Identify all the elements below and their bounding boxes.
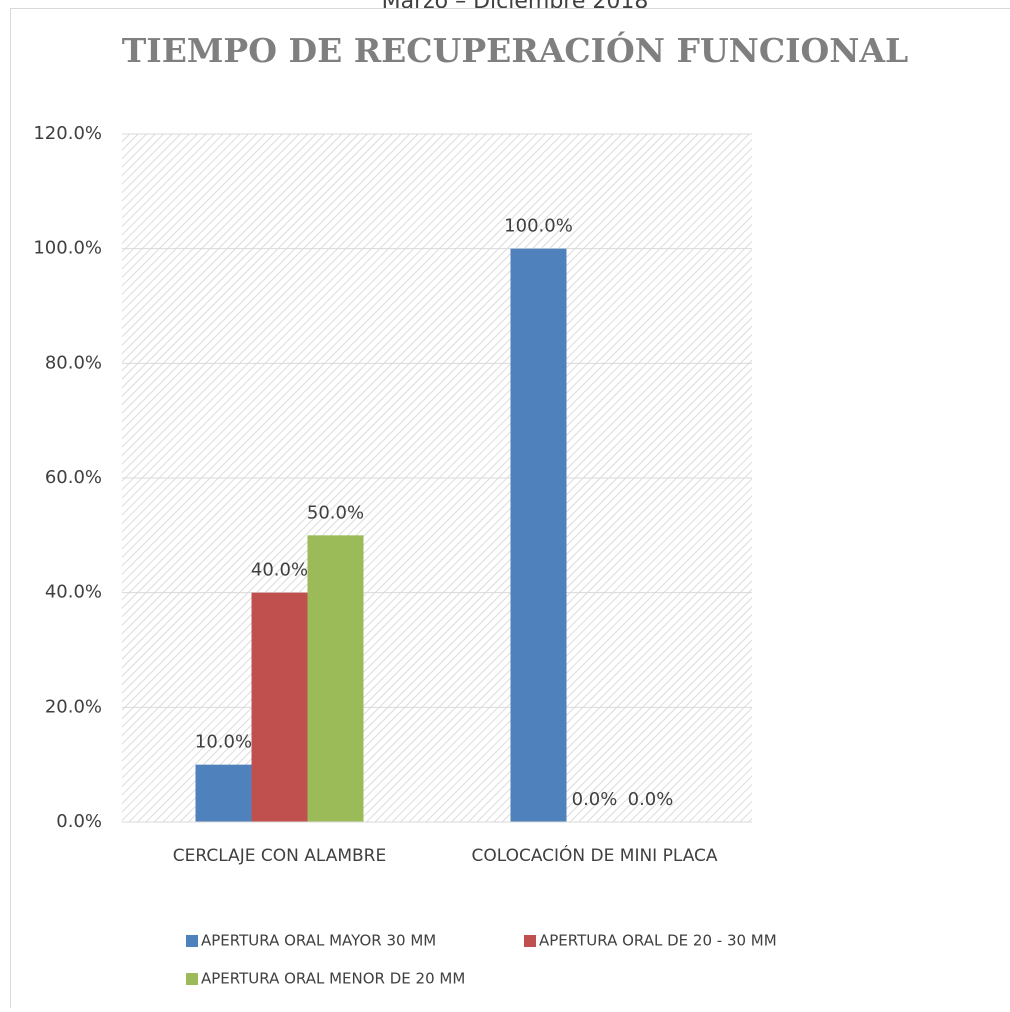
y-tick-label: 20.0% (45, 696, 102, 717)
bar (308, 535, 364, 822)
value-label: 10.0% (195, 732, 252, 753)
x-tick-label: CERCLAJE CON ALAMBRE (173, 846, 386, 866)
legend-label: APERTURA ORAL MENOR DE 20 MM (201, 970, 465, 988)
y-tick-label: 0.0% (56, 811, 102, 832)
bar (252, 593, 308, 822)
y-tick-label: 80.0% (45, 352, 102, 373)
y-tick-label: 100.0% (33, 238, 102, 259)
value-label: 40.0% (251, 560, 308, 581)
value-label: 0.0% (628, 789, 674, 810)
bar (196, 765, 252, 822)
y-tick-label: 120.0% (33, 123, 102, 144)
legend-swatch (186, 973, 198, 985)
y-tick-label: 40.0% (45, 582, 102, 603)
bar (511, 249, 567, 822)
legend-swatch (524, 935, 536, 947)
legend-swatch (186, 935, 198, 947)
x-tick-label: COLOCACIÓN DE MINI PLACA (471, 844, 717, 866)
header-text: Marzo – Diciembre 2018 (382, 0, 649, 14)
y-tick-label: 60.0% (45, 467, 102, 488)
chart-title: TIEMPO DE RECUPERACIÓN FUNCIONAL (122, 30, 909, 70)
value-label: 50.0% (307, 502, 364, 523)
value-label: 100.0% (504, 216, 573, 237)
legend-label: APERTURA ORAL DE 20 - 30 MM (539, 932, 777, 950)
legend-label: APERTURA ORAL MAYOR 30 MM (201, 932, 436, 950)
value-label: 0.0% (572, 789, 618, 810)
